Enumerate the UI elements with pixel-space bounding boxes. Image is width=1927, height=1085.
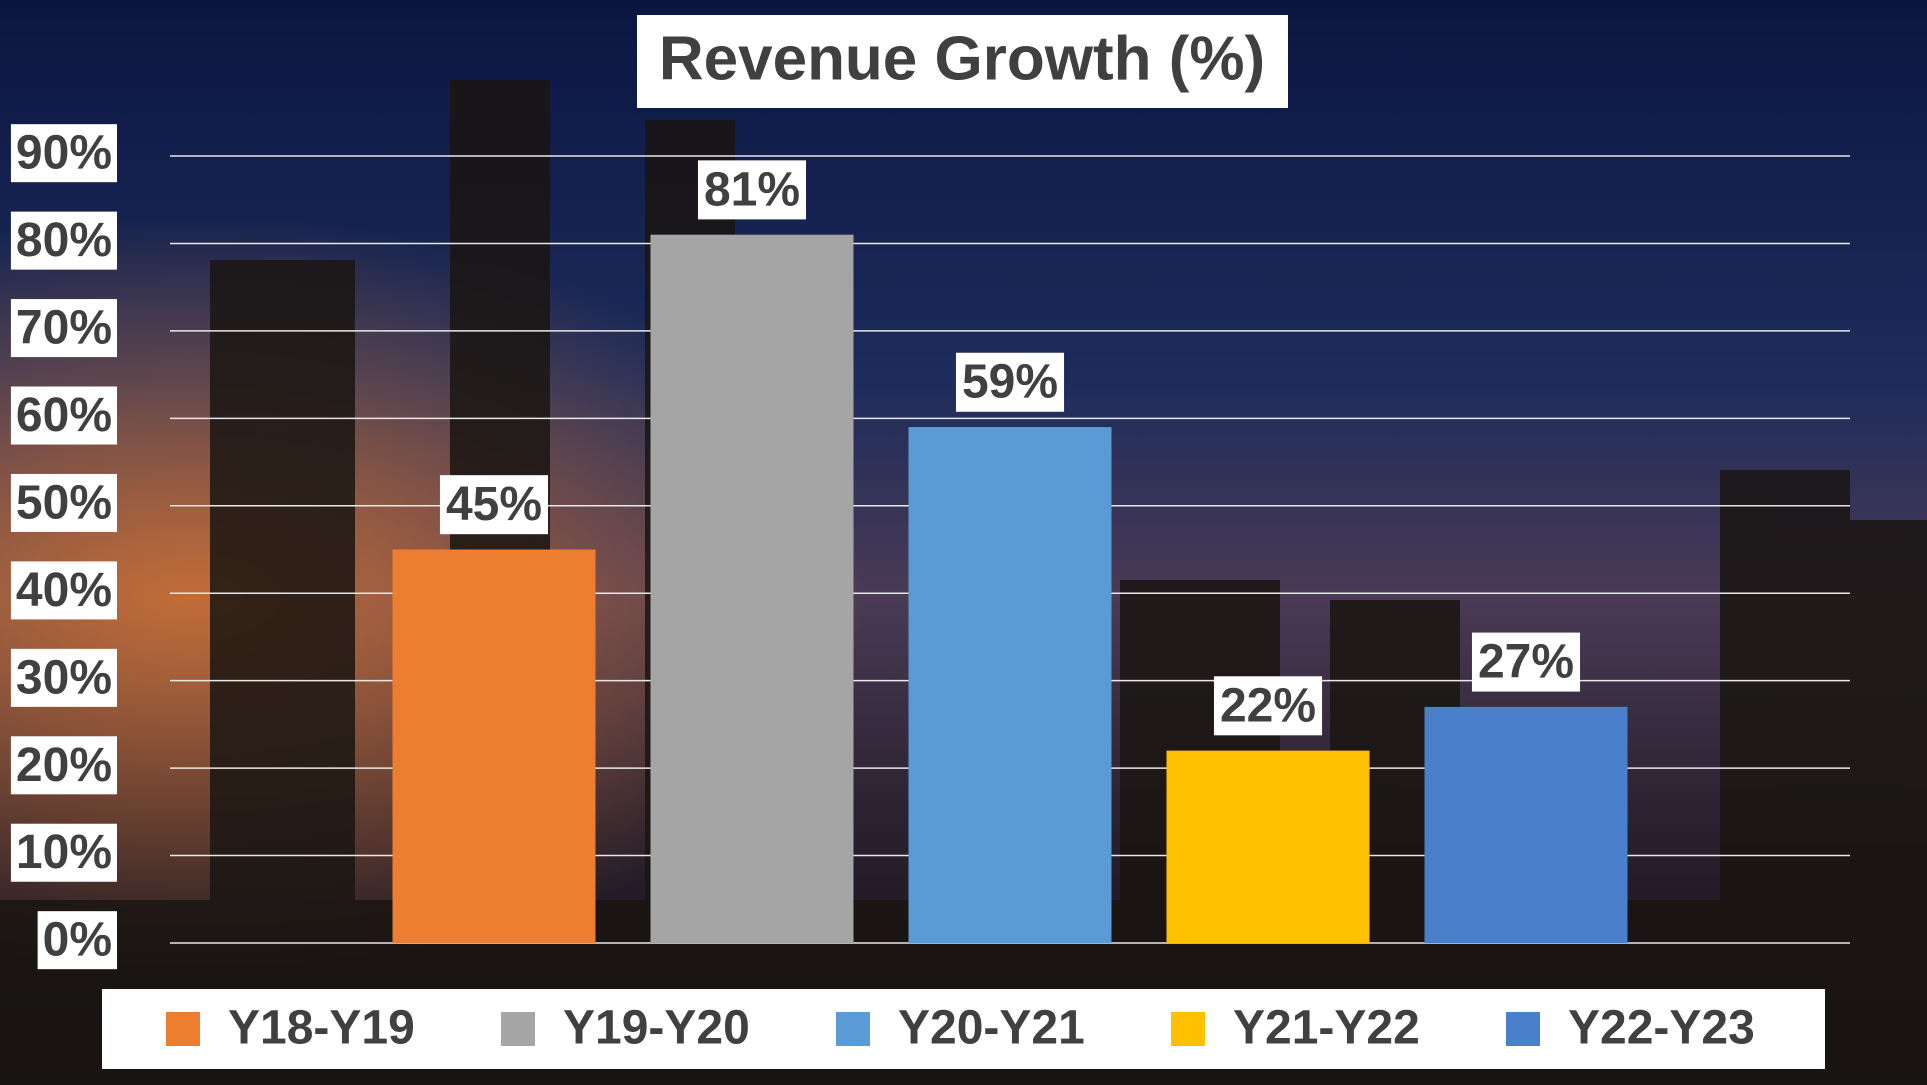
legend-swatch (166, 1012, 200, 1046)
y-tick-label-box (10, 736, 117, 795)
data-label-box (955, 352, 1065, 412)
y-tick-label: 60% (16, 389, 112, 442)
y-tick-label-box (10, 473, 117, 532)
legend-label: Y22-Y23 (1568, 1002, 1755, 1055)
legend-label: Y20-Y21 (898, 1002, 1085, 1055)
data-label-box (439, 475, 549, 535)
y-tick-label-box (10, 386, 117, 445)
y-tick-label-box (37, 911, 117, 970)
y-tick-label: 10% (16, 826, 112, 879)
legend-swatch (501, 1012, 535, 1046)
data-label: 27% (1478, 636, 1574, 689)
y-tick-label: 80% (16, 214, 112, 267)
legend-label: Y18-Y19 (228, 1002, 415, 1055)
y-tick-label: 90% (16, 127, 112, 180)
title-box (637, 15, 1288, 108)
legend-label: Y21-Y22 (1233, 1002, 1420, 1055)
y-tick-label: 70% (16, 302, 112, 355)
data-label: 59% (962, 356, 1058, 409)
y-tick-label-box (10, 561, 117, 620)
data-label-box (1213, 676, 1323, 736)
y-tick-label: 40% (16, 564, 112, 617)
legend-swatch (1506, 1012, 1540, 1046)
y-tick-label: 50% (16, 476, 112, 529)
data-label-box (1471, 632, 1581, 692)
legend-swatch (836, 1012, 870, 1046)
bar (392, 549, 596, 943)
chart-title: Revenue Growth (%) (659, 24, 1265, 93)
y-tick-label: 30% (16, 651, 112, 704)
y-tick-label-box (10, 124, 117, 183)
bar (1424, 706, 1628, 943)
y-tick-label-box (10, 211, 117, 270)
bar (1166, 750, 1370, 943)
bar (908, 427, 1112, 944)
legend-label: Y19-Y20 (563, 1002, 750, 1055)
y-tick-label-box (10, 299, 117, 358)
y-tick-label-box (10, 648, 117, 707)
data-label: 45% (446, 478, 542, 531)
y-tick-label: 20% (16, 739, 112, 792)
data-label-box (697, 160, 807, 220)
y-tick-label-box (10, 823, 117, 882)
bar (650, 234, 854, 943)
legend-swatch (1171, 1012, 1205, 1046)
y-tick-label: 0% (43, 914, 112, 967)
data-label: 22% (1220, 679, 1316, 732)
data-label: 81% (704, 163, 800, 216)
